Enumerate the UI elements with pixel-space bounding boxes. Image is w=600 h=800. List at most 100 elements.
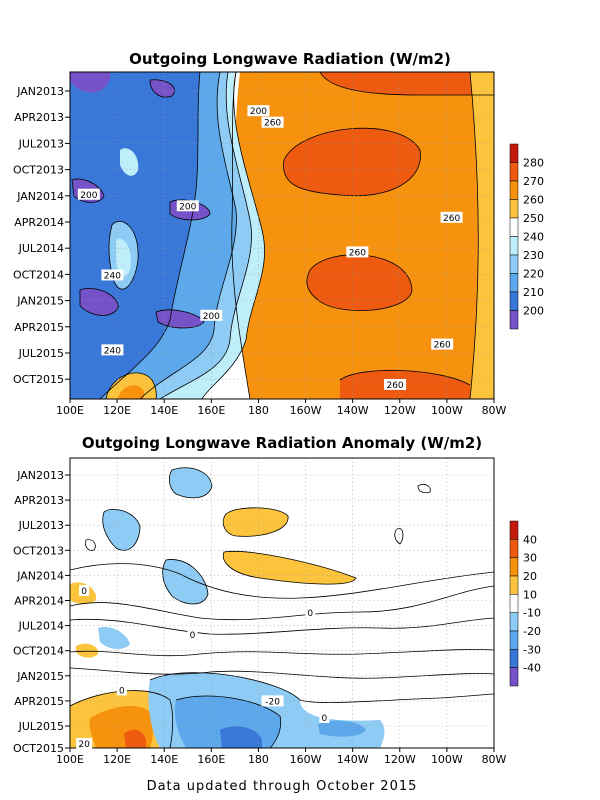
colorbar-label: 280 bbox=[523, 157, 544, 170]
contour-label-bg bbox=[247, 105, 270, 117]
contour-label-bg bbox=[116, 684, 127, 696]
colorbar-swatch bbox=[509, 630, 519, 650]
x-tick-label: 180 bbox=[248, 753, 269, 766]
x-tick-label: 120E bbox=[103, 753, 131, 766]
y-tick-label: APR2013 bbox=[14, 494, 64, 507]
y-tick-label: OCT2015 bbox=[13, 742, 64, 755]
x-axis-ticks-2: 100E 120E 140E 160E 180 160W 140W 120W 100W 80W bbox=[56, 748, 507, 766]
colorbar-swatch bbox=[509, 575, 519, 595]
contour-label: 240 bbox=[104, 346, 121, 356]
colorbar-swatch bbox=[509, 594, 519, 613]
y-tick-label: APR2013 bbox=[14, 111, 64, 124]
y-tick-label: JAN2013 bbox=[16, 469, 64, 482]
contour-labels-2: 0 0 0 0 -20 0 20 bbox=[76, 584, 330, 750]
y-tick-label: JUL2013 bbox=[18, 137, 64, 150]
plot-frame-1 bbox=[69, 71, 495, 400]
colorbar-label: 230 bbox=[523, 249, 544, 262]
y-tick-label: OCT2013 bbox=[13, 164, 64, 177]
contour-label-bg bbox=[305, 607, 316, 619]
plot-area-1 bbox=[70, 72, 494, 399]
contour-label: 200 bbox=[179, 202, 196, 212]
y-axis-ticks-1: JAN2013 APR2013 JUL2013 OCT2013 JAN2014 APR20… bbox=[13, 85, 70, 386]
contour-label-bg bbox=[261, 695, 284, 707]
grid-lines-2 bbox=[70, 458, 494, 748]
contour-label-bg bbox=[176, 200, 199, 212]
x-tick-label: 100W bbox=[431, 753, 463, 766]
colorbar-label: 240 bbox=[523, 231, 544, 244]
contour-label: 0 bbox=[307, 609, 313, 619]
colorbar-swatch bbox=[509, 162, 519, 182]
plot-frame-2 bbox=[69, 457, 495, 749]
colorbar-swatch bbox=[509, 612, 519, 632]
y-tick-label: APR2014 bbox=[14, 216, 64, 229]
colorbar-swatch bbox=[509, 199, 519, 219]
colorbar-swatch bbox=[509, 291, 519, 311]
contour-label: 0 bbox=[322, 714, 328, 724]
y-tick-label: JAN2015 bbox=[16, 295, 64, 308]
y-tick-label: JUL2015 bbox=[18, 347, 64, 360]
x-tick-label: 120W bbox=[384, 753, 416, 766]
colorbar-label: 40 bbox=[523, 533, 537, 546]
colorbar-2: 40 30 20 10 -10 -20 -30 -40 bbox=[509, 520, 541, 687]
x-tick-label: 140W bbox=[337, 404, 369, 417]
contour-label: 260 bbox=[434, 341, 451, 351]
colorbar-label: 210 bbox=[523, 286, 544, 299]
contour-label-bg bbox=[440, 211, 463, 223]
x-tick-label: 160E bbox=[197, 753, 225, 766]
contour-label: 260 bbox=[264, 119, 281, 129]
colorbar-swatch bbox=[509, 557, 519, 577]
x-tick-label: 140W bbox=[337, 753, 369, 766]
x-tick-label: 180 bbox=[248, 404, 269, 417]
colorbar-label: 30 bbox=[523, 552, 537, 565]
y-tick-label: OCT2014 bbox=[13, 268, 64, 281]
contour-label-bg bbox=[101, 344, 124, 356]
y-tick-label: JUL2013 bbox=[18, 519, 64, 532]
contour-label-bg bbox=[431, 338, 454, 350]
colorbar-swatch bbox=[509, 236, 519, 256]
x-tick-label: 140E bbox=[150, 753, 178, 766]
x-tick-label: 120E bbox=[103, 404, 131, 417]
contour-label-bg bbox=[261, 116, 284, 128]
colorbar-1: 280 270 260 250 240 230 220 210 200 bbox=[509, 143, 544, 330]
y-axis-ticks-2: JAN2013 APR2013 JUL2013 OCT2013 JAN2014 APR20… bbox=[13, 469, 70, 755]
contour-label: 260 bbox=[443, 214, 460, 224]
colorbar-label: 260 bbox=[523, 194, 544, 207]
x-tick-label: 160W bbox=[290, 753, 322, 766]
colorbar-label: 250 bbox=[523, 212, 544, 225]
contour-label-bg bbox=[319, 711, 330, 723]
chart-title-1: Outgoing Longwave Radiation (W/m2) bbox=[129, 50, 451, 68]
colorbar-label: 270 bbox=[523, 175, 544, 188]
colorbar-label: 200 bbox=[523, 305, 544, 318]
contour-label: 0 bbox=[119, 686, 125, 696]
contour-label-bg bbox=[346, 246, 369, 258]
y-tick-label: JAN2014 bbox=[16, 190, 64, 203]
contour-label-bg bbox=[187, 629, 198, 641]
y-tick-label: APR2015 bbox=[14, 321, 64, 334]
x-tick-label: 80W bbox=[482, 404, 507, 417]
colorbar-label: 20 bbox=[523, 570, 537, 583]
contour-label-bg bbox=[76, 738, 93, 749]
colorbar-swatch bbox=[509, 310, 519, 330]
colorbar-swatch bbox=[509, 520, 519, 540]
contour-label: 240 bbox=[104, 271, 121, 281]
y-tick-label: APR2014 bbox=[14, 595, 64, 608]
x-axis-ticks-1: 100E 120E 140E 160E 180 160W 140W 120W 100W 80W bbox=[56, 399, 507, 417]
colorbar-swatch bbox=[509, 254, 519, 274]
colorbar-swatch bbox=[509, 143, 519, 163]
contour-label: -20 bbox=[265, 697, 280, 707]
y-tick-label: JAN2014 bbox=[16, 569, 64, 582]
grid-lines-1 bbox=[70, 72, 494, 399]
x-tick-label: 120W bbox=[384, 404, 416, 417]
colorbar-label: -40 bbox=[523, 662, 541, 675]
y-tick-label: OCT2014 bbox=[13, 645, 64, 658]
contour-label: 260 bbox=[349, 248, 366, 258]
y-tick-label: JAN2013 bbox=[16, 85, 64, 98]
contour-labels-1: 200 260 200 200 260 260 240 200 260 240 260 bbox=[77, 105, 463, 391]
colorbar-label: -10 bbox=[523, 607, 541, 620]
x-tick-label: 100E bbox=[56, 753, 84, 766]
y-tick-label: JAN2015 bbox=[16, 670, 64, 683]
x-tick-label: 160E bbox=[197, 404, 225, 417]
colorbar-swatch bbox=[509, 217, 519, 237]
colorbar-swatch bbox=[509, 649, 519, 668]
colorbar-label: -20 bbox=[523, 625, 541, 638]
